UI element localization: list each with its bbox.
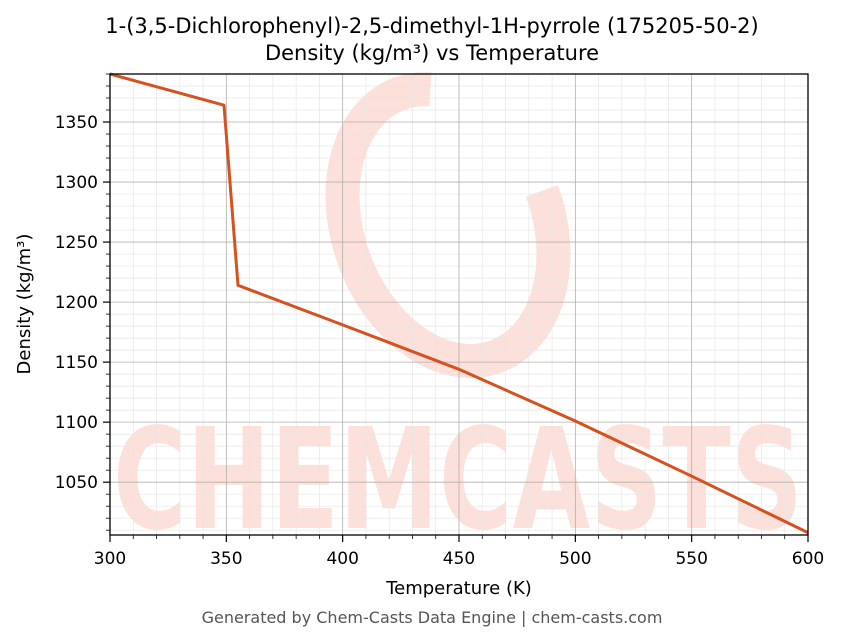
x-tick-label: 450 — [443, 549, 475, 569]
x-axis-label: Temperature (K) — [385, 578, 532, 599]
x-tick-label: 350 — [210, 549, 242, 569]
chemcasts-watermark-logo: CHEMCASTS — [113, 72, 803, 562]
y-axis-label: Density (kg/m³) — [14, 234, 35, 375]
density-series-line — [109, 72, 809, 534]
x-axis-tick-labels: 300 350 400 450 500 550 600 — [94, 549, 824, 569]
axis-ticks — [103, 73, 809, 542]
y-tick-label: 1100 — [55, 413, 98, 433]
y-tick-label: 1200 — [55, 293, 98, 313]
x-tick-label: 500 — [559, 549, 591, 569]
y-tick-label: 1050 — [55, 473, 98, 493]
x-tick-label: 600 — [792, 549, 824, 569]
y-axis-tick-labels: 1050 1100 1150 1200 1250 1300 1350 — [55, 113, 98, 493]
chart-subtitle: Density (kg/m³) vs Temperature — [264, 41, 600, 65]
y-tick-label: 1150 — [55, 353, 98, 373]
y-tick-label: 1250 — [55, 233, 98, 253]
x-tick-label: 300 — [94, 549, 126, 569]
x-tick-label: 550 — [675, 549, 707, 569]
x-tick-label: 400 — [326, 549, 358, 569]
footer-credit: Generated by Chem-Casts Data Engine | ch… — [201, 608, 663, 627]
chart-title: 1-(3,5-Dichlorophenyl)-2,5-dimethyl-1H-p… — [105, 14, 759, 38]
y-tick-label: 1300 — [55, 173, 98, 193]
y-tick-label: 1350 — [55, 113, 98, 133]
